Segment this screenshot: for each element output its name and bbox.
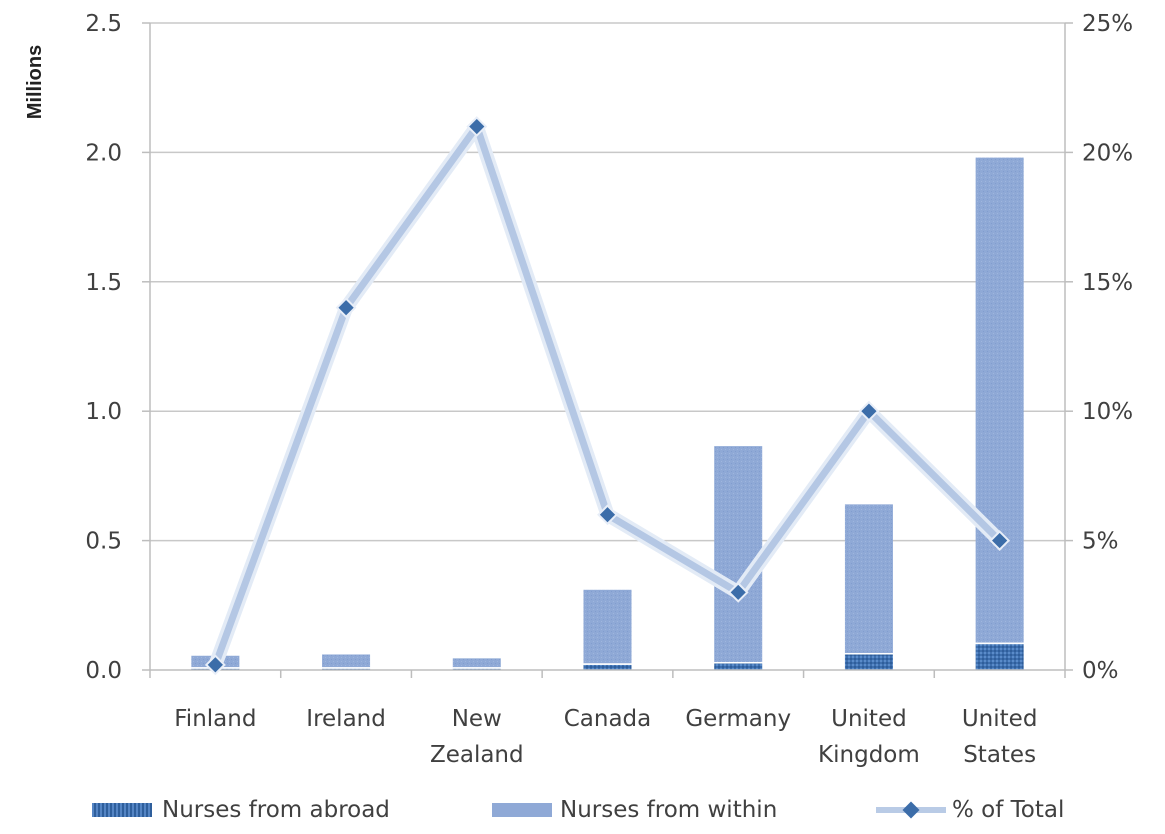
bar-abroad xyxy=(975,644,1024,670)
bar-abroad xyxy=(844,654,893,670)
x-tick-label: United xyxy=(962,706,1038,732)
bar-abroad xyxy=(714,663,763,670)
x-tick-label: United xyxy=(831,706,907,732)
y-tick-label-right: 5% xyxy=(1082,529,1119,555)
bar-within xyxy=(322,654,371,668)
y-tick-label-left: 1.5 xyxy=(85,270,122,296)
legend-item-pct: % of Total xyxy=(876,797,1064,823)
bar-within xyxy=(452,658,501,668)
percent-marker xyxy=(335,297,357,319)
percent-marker xyxy=(727,581,749,603)
percent-marker xyxy=(204,654,226,676)
percent-marker xyxy=(989,530,1011,552)
legend-label-pct: % of Total xyxy=(952,797,1065,823)
y-tick-label-left: 0.0 xyxy=(85,658,122,684)
x-tick-label: Germany xyxy=(685,706,791,732)
x-tick-label: Canada xyxy=(564,706,652,732)
y-tick-label-left: 2.5 xyxy=(85,11,122,37)
legend-item-within: Nurses from within xyxy=(492,797,777,823)
x-tick-label: Finland xyxy=(174,706,256,732)
x-tick-label: States xyxy=(963,742,1036,768)
y-tick-label-right: 10% xyxy=(1082,399,1133,425)
percent-line xyxy=(204,116,1011,676)
x-tick-label: Kingdom xyxy=(818,742,920,768)
y-tick-label-right: 15% xyxy=(1082,270,1133,296)
percent-marker xyxy=(466,116,488,137)
legend-swatch-within xyxy=(492,803,552,817)
axes xyxy=(142,22,1073,678)
bar-within xyxy=(844,504,893,653)
legend-swatch-abroad xyxy=(92,803,152,817)
percent-marker xyxy=(858,400,880,422)
x-tick-label: Zealand xyxy=(430,742,524,768)
percent-marker xyxy=(597,504,618,526)
y-tick-label-right: 0% xyxy=(1082,658,1119,684)
y-axis-label: Millions xyxy=(24,45,46,119)
y-tick-label-right: 20% xyxy=(1082,140,1133,166)
y-tick-label-left: 1.0 xyxy=(85,399,122,425)
x-tick-label: New xyxy=(452,706,502,732)
chart: 0.0 0.5 1.0 1.5 2.0 2.5 0% 5% 10% 15% 20% 25% Finlan… xyxy=(24,11,1133,768)
bar-within xyxy=(975,157,1024,643)
legend: Nurses from abroad Nurses from within % … xyxy=(0,797,1165,833)
bars xyxy=(191,157,1024,670)
x-tick-label: Ireland xyxy=(306,706,386,732)
bar-within xyxy=(714,446,763,663)
bar-within xyxy=(583,589,632,664)
bar-abroad xyxy=(583,664,632,670)
y-tick-label-right: 25% xyxy=(1082,11,1133,37)
legend-label-within: Nurses from within xyxy=(560,797,778,823)
legend-swatch-pct xyxy=(876,801,946,819)
legend-item-abroad: Nurses from abroad xyxy=(92,797,390,823)
axis-labels: 0.0 0.5 1.0 1.5 2.0 2.5 0% 5% 10% 15% 20% 25% Finlan… xyxy=(85,11,1133,768)
y-tick-label-left: 0.5 xyxy=(85,529,122,555)
y-tick-label-left: 2.0 xyxy=(85,140,122,166)
legend-label-abroad: Nurses from abroad xyxy=(162,797,390,823)
